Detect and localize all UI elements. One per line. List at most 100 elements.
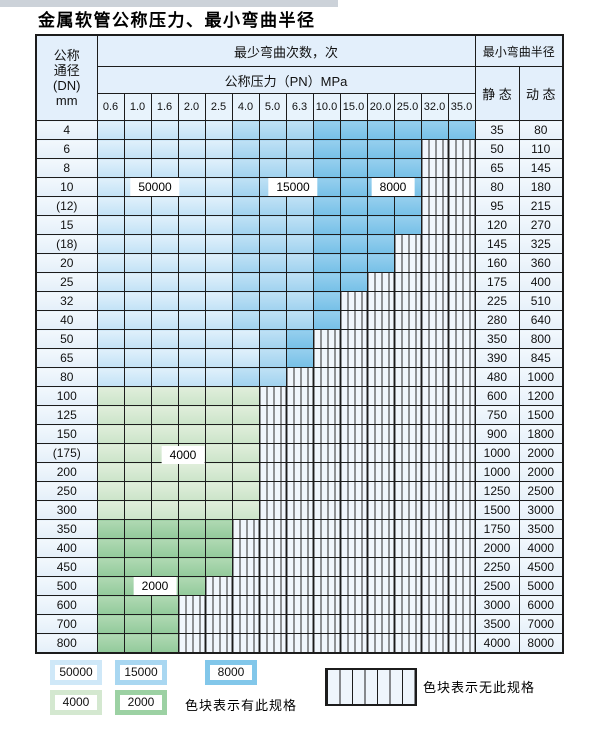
dn-cell: 200: [35, 462, 98, 482]
spec-cell-b1-1.6: [150, 158, 179, 178]
static-radius-cell: 145: [474, 234, 520, 254]
spec-cell-b3-20.0: [366, 139, 395, 159]
static-radius-cell: 390: [474, 348, 520, 368]
no-spec-cell-5.0: [258, 519, 287, 539]
no-spec-cell-25.0: [393, 405, 422, 425]
table-row-dn-65: 65 390 845: [35, 348, 564, 368]
dn-cell: 100: [35, 386, 98, 406]
static-radius-cell: 65: [474, 158, 520, 178]
no-spec-cell-35.0: [447, 481, 476, 501]
spec-table: 公称 通径 (DN) mm 最少弯曲次数，次 最小弯曲半径 公称压力（PN）MPa 静 态动 …: [35, 34, 564, 654]
dn-corner-line-2: (DN): [53, 78, 81, 93]
dynamic-radius-cell: 360: [518, 253, 564, 273]
static-radius-cell: 480: [474, 367, 520, 387]
spec-cell-g2-1.6: [150, 557, 179, 577]
no-spec-cell-4.0: [231, 519, 260, 539]
no-spec-cell-6.3: [285, 519, 314, 539]
no-spec-cell-15.0: [339, 481, 368, 501]
spec-cell-g1-4.0: [231, 405, 260, 425]
no-spec-cell-35.0: [447, 367, 476, 387]
static-radius-cell: 3500: [474, 614, 520, 634]
table-row-dn-800: 800 4000 8000: [35, 633, 564, 654]
spec-cell-b1-2.5: [204, 177, 233, 197]
static-radius-cell: 3000: [474, 595, 520, 615]
no-spec-cell-35.0: [447, 538, 476, 558]
spec-cell-b2-4.0: [231, 291, 260, 311]
spec-cell-b3-15.0: [339, 215, 368, 235]
spec-cell-b1-0.6: [96, 196, 125, 216]
spec-cell-b1-1.6: [150, 272, 179, 292]
no-spec-cell-6.3: [285, 443, 314, 463]
spec-cell-b3-15.0: [339, 120, 368, 140]
pressure-col-1.6: 1.6: [150, 93, 179, 121]
spec-cell-b1-1.6: [150, 196, 179, 216]
no-spec-cell-15.0: [339, 348, 368, 368]
no-spec-cell-25.0: [393, 348, 422, 368]
spec-cell-b3-15.0: [339, 234, 368, 254]
no-spec-cell-5.0: [258, 614, 287, 634]
no-spec-cell-20.0: [366, 633, 395, 654]
spec-cell-g1-1.0: [123, 386, 152, 406]
spec-cell-g2-1.6: [150, 538, 179, 558]
spec-cell-b3-15.0: [339, 253, 368, 273]
spec-cell-b3-25.0: [393, 196, 422, 216]
no-spec-cell-32.0: [420, 196, 449, 216]
table-row-dn-4: 4 35 80: [35, 120, 564, 140]
no-spec-cell-2.0: [177, 633, 206, 654]
no-spec-cell-35.0: [447, 139, 476, 159]
dn-cell: 125: [35, 405, 98, 425]
no-spec-cell-32.0: [420, 348, 449, 368]
dn-cell: 300: [35, 500, 98, 520]
spec-cell-b1-2.5: [204, 348, 233, 368]
no-spec-cell-10.0: [312, 595, 341, 615]
static-radius-cell: 225: [474, 291, 520, 311]
no-spec-cell-15.0: [339, 405, 368, 425]
dn-corner-line-3: mm: [55, 93, 78, 108]
spec-cell-g1-4.0: [231, 500, 260, 520]
spec-cell-b2-5.0: [258, 196, 287, 216]
spec-cell-g1-1.0: [123, 500, 152, 520]
no-spec-cell-2.0: [177, 614, 206, 634]
no-spec-cell-32.0: [420, 424, 449, 444]
spec-cell-b2-6.3: [285, 310, 314, 330]
spec-cell-g2-1.0: [123, 595, 152, 615]
spec-cell-b2-5.0: [258, 158, 287, 178]
spec-cell-g2-1.0: [123, 519, 152, 539]
static-radius-cell: 750: [474, 405, 520, 425]
spec-cell-b1-1.6: [150, 120, 179, 140]
dynamic-radius-cell: 800: [518, 329, 564, 349]
static-radius-cell: 280: [474, 310, 520, 330]
legend-no-spec-swatch: [325, 668, 417, 706]
spec-cell-b1-4.0: [231, 329, 260, 349]
pressure-col-15.0: 15.0: [339, 93, 368, 121]
legend-swatch-label-8000: 8000: [210, 665, 252, 680]
no-spec-cell-20.0: [366, 443, 395, 463]
no-spec-cell-10.0: [312, 386, 341, 406]
no-spec-cell-15.0: [339, 500, 368, 520]
no-spec-cell-32.0: [420, 481, 449, 501]
spec-cell-b1-1.0: [123, 234, 152, 254]
static-radius-cell: 900: [474, 424, 520, 444]
no-spec-cell-4.0: [231, 614, 260, 634]
spec-cell-g1-1.6: [150, 462, 179, 482]
dynamic-radius-cell: 510: [518, 291, 564, 311]
spec-cell-b1-1.6: [150, 329, 179, 349]
table-row-dn-200: 200 1000 2000: [35, 462, 564, 482]
spec-cell-b3-10.0: [312, 310, 341, 330]
table-row-dn-25: 25 175 400: [35, 272, 564, 292]
no-spec-cell-20.0: [366, 557, 395, 577]
no-spec-cell-32.0: [420, 253, 449, 273]
no-spec-cell-32.0: [420, 614, 449, 634]
legend-swatch-15000: 15000: [115, 660, 167, 685]
dynamic-radius-cell: 270: [518, 215, 564, 235]
header-row-bend-cycles: 公称 通径 (DN) mm 最少弯曲次数，次 最小弯曲半径: [35, 34, 564, 121]
no-spec-cell-2.5: [204, 576, 233, 596]
spec-cell-b2-5.0: [258, 329, 287, 349]
table-row-dn-8: 8 65 145: [35, 158, 564, 178]
table-row-dn-150: 150 900 1800: [35, 424, 564, 444]
no-spec-cell-5.0: [258, 595, 287, 615]
no-spec-cell-25.0: [393, 424, 422, 444]
spec-cell-b2-5.0: [258, 310, 287, 330]
spec-cell-g1-1.6: [150, 481, 179, 501]
table-row-dn-300: 300 1500 3000: [35, 500, 564, 520]
